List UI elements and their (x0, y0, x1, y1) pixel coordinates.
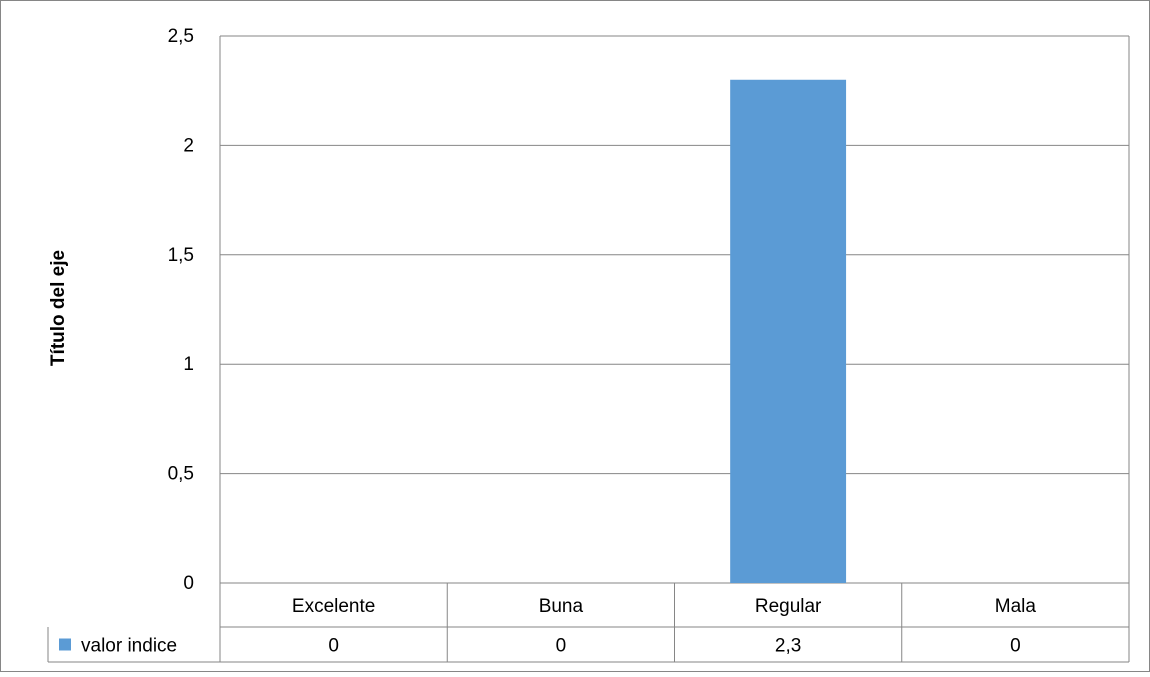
data-label: 0 (328, 636, 339, 657)
x-category-label: Regular (755, 596, 822, 617)
x-category-label: Excelente (292, 596, 375, 617)
data-label: 0 (1010, 636, 1021, 657)
legend-label: valor indice (81, 636, 177, 657)
y-axis-ticks: 0 0,5 1 1,5 2 2,5 (168, 26, 194, 594)
gridlines (219, 35, 1130, 662)
data-table: Excelente Buna Regular Mala valor indice 0 0 2,… (47, 583, 1129, 663)
legend-swatch (59, 638, 71, 651)
y-tick-label: 1 (183, 354, 194, 375)
y-axis-title: Título del eje (48, 250, 69, 366)
y-tick-label: 1,5 (168, 245, 194, 266)
y-tick-label: 2 (183, 135, 194, 156)
x-category-label: Mala (995, 596, 1037, 617)
data-label: 2,3 (775, 636, 801, 657)
y-tick-label: 0,5 (168, 464, 194, 485)
data-label: 0 (556, 636, 567, 657)
bar (730, 79, 847, 583)
bars (730, 79, 847, 583)
y-tick-label: 0 (183, 573, 194, 594)
x-category-label: Buna (539, 596, 584, 617)
y-tick-label: 2,5 (168, 26, 194, 47)
